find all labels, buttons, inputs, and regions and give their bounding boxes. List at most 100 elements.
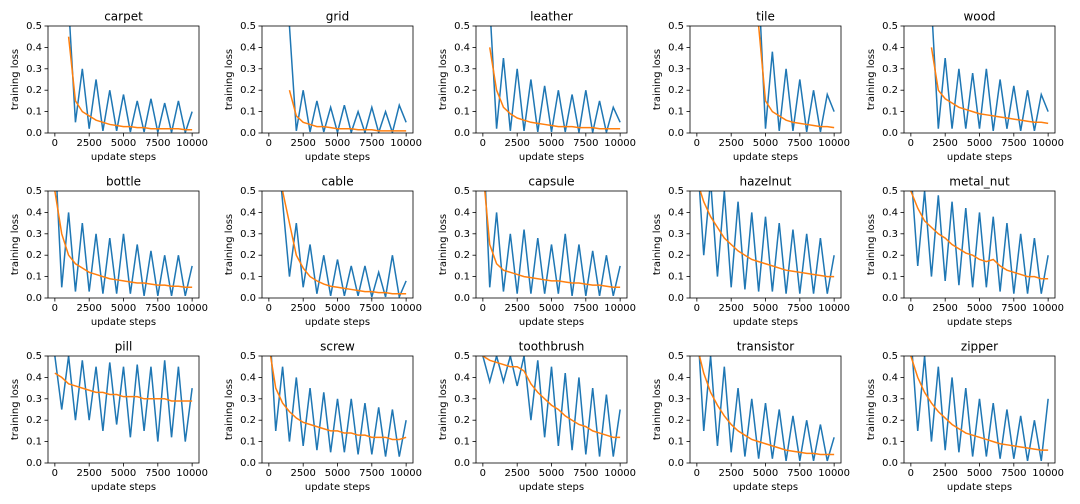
x-tick-label: 0 bbox=[52, 468, 58, 479]
x-tick-label: 10000 bbox=[818, 303, 850, 314]
y-tick-label: 0.4 bbox=[668, 372, 684, 383]
loss-line bbox=[281, 191, 407, 295]
x-tick-label: 0 bbox=[694, 303, 700, 314]
subplot-title: carpet bbox=[104, 10, 143, 24]
y-tick-label: 0.2 bbox=[26, 415, 42, 426]
x-tick-label: 7500 bbox=[145, 138, 170, 149]
x-tick-label: 7500 bbox=[1001, 303, 1026, 314]
x-axis-label: update steps bbox=[91, 482, 156, 493]
y-axis-label: training loss bbox=[10, 379, 21, 440]
y-axis-label: training loss bbox=[438, 49, 449, 110]
x-tick-label: 7500 bbox=[1001, 468, 1026, 479]
loss-line bbox=[931, 26, 1049, 131]
x-tick-label: 2500 bbox=[76, 468, 101, 479]
subplot: hazelnut 0.0 0.1 0.2 0.3 0.4 0.5 0 2500 5000 7500 1… bbox=[652, 175, 850, 329]
loss-line bbox=[910, 356, 1049, 451]
y-tick-label: 0.3 bbox=[454, 229, 470, 240]
y-tick-label: 0.5 bbox=[882, 186, 898, 197]
subplot-title: pill bbox=[115, 340, 133, 354]
y-axis-label: training loss bbox=[438, 214, 449, 275]
x-tick-label: 10000 bbox=[604, 303, 636, 314]
x-axis-label: update steps bbox=[305, 152, 370, 163]
subplot: cable 0.0 0.1 0.2 0.3 0.4 0.5 0 2500 5000 7500 1000… bbox=[224, 175, 422, 329]
subplot: toothbrush 0.0 0.1 0.2 0.3 0.4 0.5 0 2500 5000 750… bbox=[438, 340, 636, 494]
y-tick-label: 0.4 bbox=[240, 372, 256, 383]
subplot-title: toothbrush bbox=[519, 340, 585, 354]
x-tick-label: 7500 bbox=[787, 468, 812, 479]
y-tick-label: 0.0 bbox=[454, 458, 470, 469]
x-tick-label: 0 bbox=[52, 303, 58, 314]
loss-line bbox=[910, 191, 1049, 280]
x-tick-label: 7500 bbox=[787, 138, 812, 149]
x-tick-label: 5000 bbox=[539, 468, 564, 479]
loss-line bbox=[67, 36, 193, 131]
loss-line bbox=[54, 372, 193, 402]
y-tick-label: 0.2 bbox=[240, 85, 256, 96]
x-axis-label: update steps bbox=[947, 152, 1012, 163]
y-axis-label: training loss bbox=[224, 379, 235, 440]
y-tick-label: 0.2 bbox=[454, 415, 470, 426]
y-axis-label: training loss bbox=[866, 49, 877, 110]
loss-line bbox=[698, 191, 835, 294]
y-tick-label: 0.1 bbox=[668, 107, 684, 118]
x-tick-label: 2500 bbox=[504, 468, 529, 479]
y-tick-label: 0.4 bbox=[882, 42, 898, 53]
x-tick-label: 0 bbox=[480, 468, 486, 479]
y-tick-label: 0.2 bbox=[882, 415, 898, 426]
y-tick-label: 0.1 bbox=[454, 107, 470, 118]
y-tick-label: 0.2 bbox=[454, 85, 470, 96]
subplot-title: wood bbox=[963, 10, 995, 24]
loss-line bbox=[930, 47, 1049, 125]
x-tick-label: 5000 bbox=[967, 303, 992, 314]
x-tick-label: 2500 bbox=[932, 138, 957, 149]
subplot-title: capsule bbox=[528, 175, 574, 189]
y-tick-label: 0.4 bbox=[26, 207, 42, 218]
y-tick-label: 0.3 bbox=[668, 229, 684, 240]
x-tick-label: 10000 bbox=[818, 468, 850, 479]
y-tick-label: 0.2 bbox=[668, 415, 684, 426]
subplot: carpet 0.0 0.1 0.2 0.3 0.4 0.5 0 2500 5000 7500 100… bbox=[10, 10, 208, 164]
loss-line bbox=[484, 191, 621, 289]
subplot: tile 0.0 0.1 0.2 0.3 0.4 0.5 0 2500 5000 7500 10000… bbox=[652, 10, 850, 164]
y-tick-label: 0.3 bbox=[26, 64, 42, 75]
loss-line bbox=[911, 191, 1049, 294]
plot-frame bbox=[903, 355, 1056, 464]
y-tick-label: 0.2 bbox=[668, 250, 684, 261]
y-tick-label: 0.1 bbox=[240, 107, 256, 118]
y-tick-label: 0.3 bbox=[26, 394, 42, 405]
plot-frame bbox=[475, 355, 628, 464]
y-tick-label: 0.3 bbox=[26, 229, 42, 240]
y-tick-label: 0.4 bbox=[240, 207, 256, 218]
plot-frame bbox=[689, 190, 842, 299]
y-tick-label: 0.1 bbox=[668, 437, 684, 448]
x-axis-label: update steps bbox=[733, 152, 798, 163]
y-axis-label: training loss bbox=[10, 49, 21, 110]
x-tick-label: 10000 bbox=[176, 303, 208, 314]
y-tick-label: 0.0 bbox=[882, 458, 898, 469]
y-tick-label: 0.5 bbox=[668, 21, 684, 32]
x-axis-label: update steps bbox=[733, 317, 798, 328]
y-tick-label: 0.0 bbox=[882, 293, 898, 304]
plot-frame bbox=[475, 190, 628, 299]
plot-frame bbox=[475, 25, 628, 134]
subplot: bottle 0.0 0.1 0.2 0.3 0.4 0.5 0 2500 5000 7500 100… bbox=[10, 175, 208, 329]
x-tick-label: 2500 bbox=[504, 138, 529, 149]
x-tick-label: 5000 bbox=[111, 138, 136, 149]
y-tick-label: 0.4 bbox=[668, 207, 684, 218]
y-tick-label: 0.4 bbox=[882, 207, 898, 218]
x-tick-label: 2500 bbox=[76, 138, 101, 149]
x-tick-label: 10000 bbox=[176, 468, 208, 479]
loss-line bbox=[757, 26, 835, 129]
y-tick-label: 0.2 bbox=[882, 85, 898, 96]
x-tick-label: 2500 bbox=[290, 138, 315, 149]
y-tick-label: 0.2 bbox=[668, 85, 684, 96]
x-axis-label: update steps bbox=[947, 482, 1012, 493]
x-axis-label: update steps bbox=[91, 317, 156, 328]
y-tick-label: 0.5 bbox=[668, 351, 684, 362]
plot-frame bbox=[47, 355, 200, 464]
y-axis-label: training loss bbox=[652, 379, 663, 440]
plot-frame bbox=[261, 190, 414, 299]
y-tick-label: 0.1 bbox=[454, 437, 470, 448]
x-tick-label: 0 bbox=[908, 468, 914, 479]
plot-frame bbox=[689, 25, 842, 134]
